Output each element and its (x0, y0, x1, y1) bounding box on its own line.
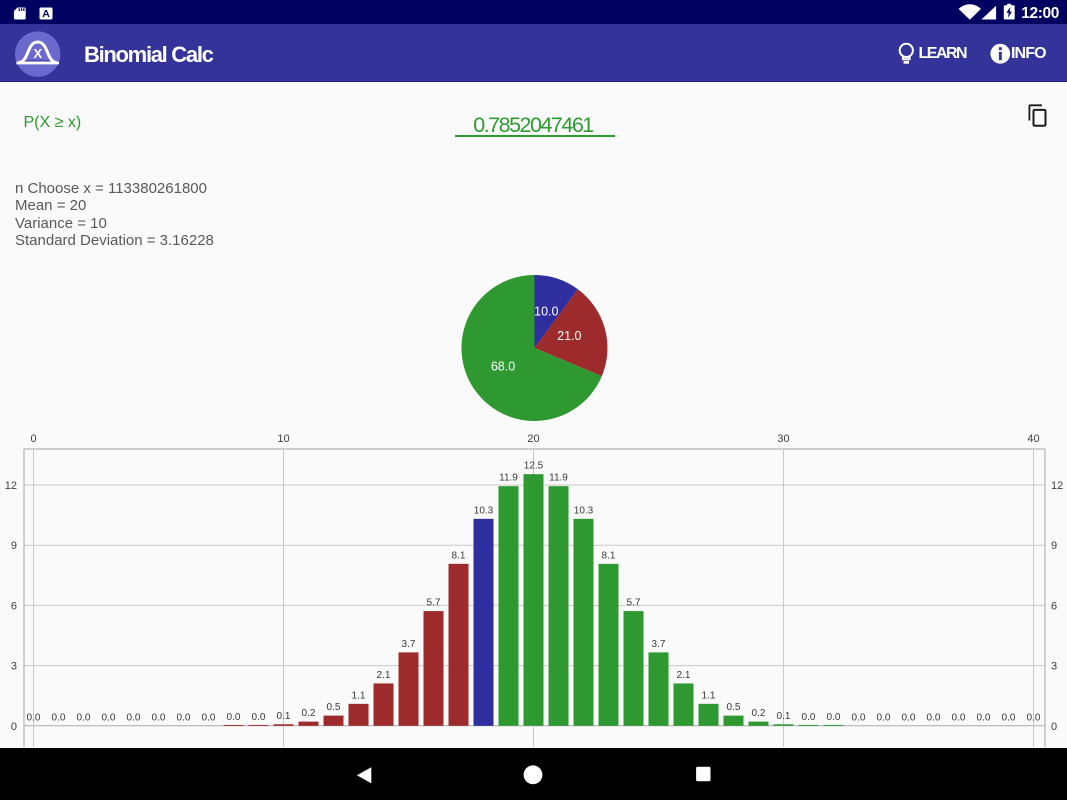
svg-text:3.7: 3.7 (652, 639, 666, 650)
svg-text:20: 20 (527, 433, 539, 445)
svg-text:0.0: 0.0 (927, 712, 941, 723)
svg-text:9: 9 (11, 540, 17, 552)
svg-text:0.0: 0.0 (77, 712, 91, 723)
svg-text:6: 6 (1051, 600, 1057, 612)
svg-text:0.0: 0.0 (152, 712, 166, 723)
svg-text:0: 0 (30, 433, 36, 445)
svg-text:10.3: 10.3 (474, 505, 494, 516)
svg-text:0.0: 0.0 (977, 712, 991, 723)
svg-text:0.1: 0.1 (277, 711, 291, 722)
svg-text:2.1: 2.1 (677, 670, 691, 681)
svg-text:0.5: 0.5 (727, 702, 741, 713)
svg-text:0.0: 0.0 (1027, 712, 1041, 723)
svg-text:0.0: 0.0 (902, 712, 916, 723)
svg-text:12:00: 12:00 (1021, 5, 1059, 22)
svg-text:3.7: 3.7 (402, 639, 416, 650)
svg-text:0.0: 0.0 (52, 712, 66, 723)
svg-text:21.0: 21.0 (557, 329, 581, 343)
svg-text:0.0: 0.0 (852, 712, 866, 723)
svg-text:0.1: 0.1 (777, 711, 791, 722)
svg-text:8.1: 8.1 (602, 550, 616, 561)
svg-text:11.9: 11.9 (549, 473, 568, 484)
svg-text:0.2: 0.2 (752, 708, 766, 719)
svg-text:5.7: 5.7 (427, 598, 441, 609)
svg-text:0.0: 0.0 (177, 712, 191, 723)
svg-text:3: 3 (1051, 661, 1057, 673)
svg-text:0.0: 0.0 (952, 712, 966, 723)
svg-text:40: 40 (1027, 433, 1039, 445)
svg-text:0: 0 (1051, 721, 1057, 733)
svg-text:0.0: 0.0 (127, 712, 141, 723)
svg-text:68.0: 68.0 (491, 359, 515, 373)
svg-text:0.0: 0.0 (27, 712, 41, 723)
svg-text:11.9: 11.9 (499, 473, 518, 484)
svg-text:0.0: 0.0 (802, 712, 816, 723)
svg-text:0.0: 0.0 (202, 712, 216, 723)
svg-text:10.3: 10.3 (574, 505, 594, 516)
svg-text:0.2: 0.2 (302, 708, 316, 719)
svg-text:1.1: 1.1 (702, 690, 716, 701)
svg-text:0: 0 (11, 721, 17, 733)
svg-text:12.5: 12.5 (524, 461, 544, 472)
svg-text:0.0: 0.0 (827, 712, 841, 723)
svg-text:10: 10 (277, 433, 289, 445)
svg-text:X: X (33, 46, 42, 61)
svg-text:10.0: 10.0 (534, 304, 558, 318)
svg-text:0.0: 0.0 (877, 712, 891, 723)
svg-text:6: 6 (11, 600, 17, 612)
svg-text:A: A (42, 8, 50, 20)
svg-text:30: 30 (777, 433, 789, 445)
svg-text:12: 12 (5, 480, 17, 492)
svg-text:0.0: 0.0 (227, 712, 241, 723)
svg-text:12: 12 (1051, 480, 1063, 492)
svg-text:0.0: 0.0 (252, 712, 266, 723)
svg-text:0.0: 0.0 (1002, 712, 1016, 723)
svg-text:8.1: 8.1 (452, 550, 466, 561)
svg-text:1.1: 1.1 (352, 690, 366, 701)
svg-text:5.7: 5.7 (627, 598, 641, 609)
svg-text:3: 3 (11, 661, 17, 673)
svg-text:2.1: 2.1 (377, 670, 391, 681)
svg-text:0.5: 0.5 (327, 702, 341, 713)
svg-text:9: 9 (1051, 540, 1057, 552)
svg-text:0.0: 0.0 (102, 712, 116, 723)
